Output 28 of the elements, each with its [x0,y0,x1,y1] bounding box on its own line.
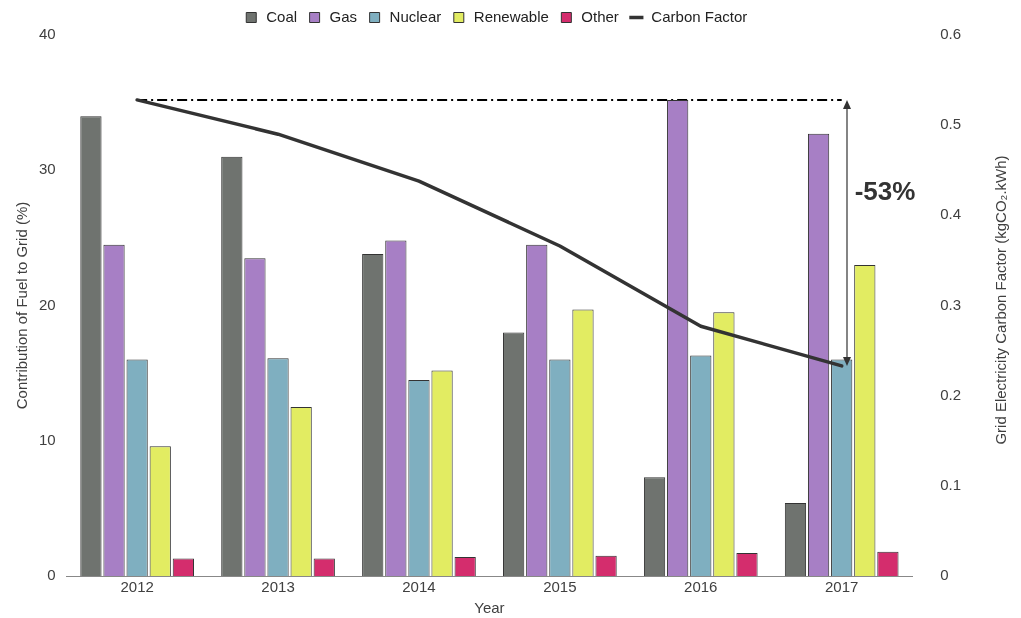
y-tick-label: 30 [39,160,56,178]
y2-tick-label: 0 [940,566,949,584]
legend-label: Nuclear [389,7,442,25]
y-axis-title: Contribution of Fuel to Grid (%) [13,201,31,410]
x-tick-label: 2012 [120,578,154,596]
legend-label: Other [581,7,619,25]
x-tick-label: 2017 [825,578,859,596]
y-tick-label: 20 [39,295,56,313]
y2-axis-title: Grid Electricity Carbon Factor (kgCO₂.kWh) [991,155,1009,445]
legend-label: Coal [266,7,298,25]
x-tick-label: 2015 [543,578,577,596]
y2-tick-label: 0.5 [940,115,962,133]
y-tick-label: 10 [39,430,56,448]
x-axis-title: Year [474,599,505,617]
legend-label: Carbon Factor [651,7,748,25]
y2-tick-label: 0.4 [940,205,962,223]
y2-tick-label: 0.1 [940,475,962,493]
y-tick-label: 40 [39,25,56,43]
x-tick-label: 2014 [402,578,436,596]
annotation: -53% [854,176,916,207]
legend-label: Gas [329,7,358,25]
y2-tick-label: 0.6 [940,25,962,43]
y2-tick-label: 0.2 [940,385,962,403]
y-tick-label: 0 [47,566,56,584]
x-tick-label: 2013 [261,578,295,596]
legend-label: Renewable [473,7,549,25]
x-tick-label: 2016 [684,578,718,596]
y2-tick-label: 0.3 [940,295,962,313]
